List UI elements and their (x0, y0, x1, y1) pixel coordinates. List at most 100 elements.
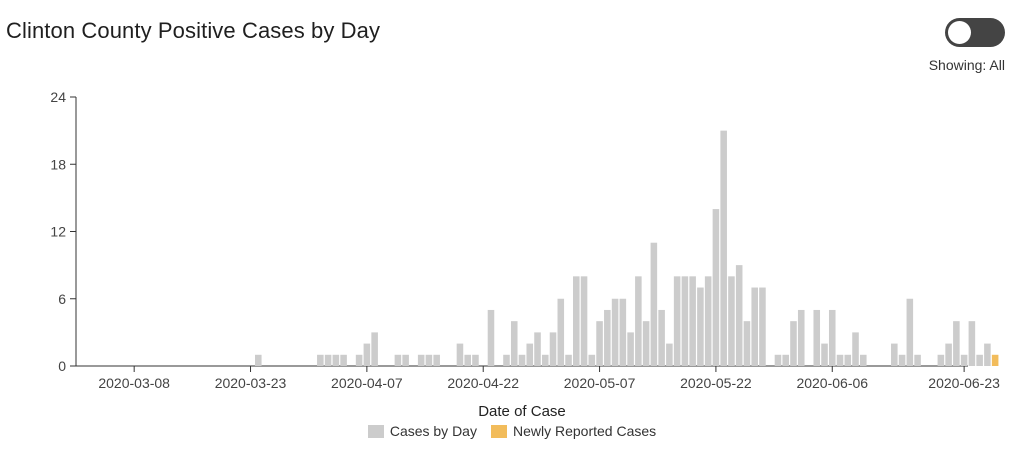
bar-cases-by-day[interactable] (580, 276, 588, 366)
bar-cases-by-day[interactable] (573, 276, 580, 366)
page-title: Clinton County Positive Cases by Day (6, 18, 381, 43)
bar-cases-by-day[interactable] (891, 343, 898, 366)
bars-group (255, 130, 999, 367)
bar-cases-by-day[interactable] (681, 276, 689, 366)
bar-cases-by-day[interactable] (464, 354, 471, 366)
bar-cases-by-day[interactable] (417, 354, 425, 366)
bar-cases-by-day[interactable] (828, 309, 836, 366)
bar-cases-by-day[interactable] (588, 354, 596, 366)
bar-cases-by-day[interactable] (735, 265, 743, 367)
bar-cases-by-day[interactable] (968, 321, 976, 366)
bar-cases-by-day[interactable] (541, 354, 549, 366)
bar-cases-by-day[interactable] (371, 332, 378, 367)
bar-cases-by-day[interactable] (914, 354, 921, 366)
legend-swatch-cases-by-day (367, 424, 384, 438)
bar-cases-by-day[interactable] (658, 309, 665, 366)
x-axis: 2020-03-08 2020-03-23 2020-04-07 2020-04-22… (76, 365, 1000, 391)
x-tick-label: 2020-06-06 (796, 375, 868, 391)
bar-cases-by-day[interactable] (704, 276, 712, 366)
bar-cases-by-day[interactable] (402, 354, 409, 366)
bar-cases-by-day[interactable] (898, 354, 906, 366)
bar-cases-by-day[interactable] (324, 354, 332, 366)
bar-cases-by-day[interactable] (720, 130, 727, 367)
bar-cases-by-day[interactable] (635, 276, 642, 366)
legend-item-cases-by-day[interactable]: Cases by Day (367, 423, 477, 439)
bar-cases-by-day[interactable] (953, 321, 960, 366)
x-axis-label: Date of Case (478, 403, 566, 420)
bar-cases-by-day[interactable] (960, 354, 968, 366)
bar-cases-by-day[interactable] (456, 343, 464, 366)
bar-cases-by-day[interactable] (728, 276, 735, 366)
bar-cases-by-day[interactable] (821, 343, 828, 366)
bar-cases-by-day[interactable] (557, 298, 565, 366)
bar-cases-by-day[interactable] (836, 354, 844, 366)
toggle-knob[interactable] (948, 21, 971, 44)
bar-cases-by-day[interactable] (340, 354, 347, 366)
bar-cases-by-day[interactable] (611, 298, 619, 366)
bar-cases-by-day[interactable] (425, 354, 433, 366)
x-tick-label: 2020-04-22 (447, 375, 519, 391)
bar-cases-by-day[interactable] (790, 321, 797, 366)
bar-cases-by-day[interactable] (759, 287, 766, 366)
y-tick-label: 18 (50, 156, 66, 172)
bar-cases-by-day[interactable] (813, 309, 821, 366)
bar-cases-by-day[interactable] (797, 309, 805, 366)
bar-cases-by-day[interactable] (433, 354, 440, 366)
x-tick-label: 2020-06-23 (928, 375, 1000, 391)
bar-cases-by-day[interactable] (774, 354, 782, 366)
legend-swatch-newly-reported (490, 424, 507, 438)
bar-cases-by-day[interactable] (712, 209, 720, 366)
y-tick-label: 0 (58, 358, 66, 374)
y-axis: 0 6 12 18 24 (50, 89, 77, 374)
showing-toggle[interactable] (945, 18, 1005, 47)
bar-cases-by-day[interactable] (976, 354, 983, 366)
bar-cases-by-day[interactable] (619, 298, 627, 366)
bar-cases-by-day[interactable] (751, 287, 758, 366)
bar-cases-by-day[interactable] (844, 354, 852, 366)
x-tick-label: 2020-03-23 (215, 375, 287, 391)
bar-cases-by-day[interactable] (596, 321, 603, 366)
bar-cases-by-day[interactable] (472, 354, 479, 366)
bar-cases-by-day[interactable] (906, 298, 914, 366)
bar-cases-by-day[interactable] (627, 332, 634, 367)
bar-cases-by-day[interactable] (255, 354, 262, 366)
bar-cases-by-day[interactable] (937, 354, 945, 366)
legend-label-newly-reported: Newly Reported Cases (512, 423, 657, 439)
y-tick-label: 24 (50, 89, 66, 105)
bar-cases-by-day[interactable] (394, 354, 402, 366)
bar-cases-by-day[interactable] (332, 354, 340, 366)
bar-cases-by-day[interactable] (355, 354, 363, 366)
bar-cases-by-day[interactable] (984, 343, 991, 366)
bar-cases-by-day[interactable] (666, 343, 673, 366)
bar-cases-by-day[interactable] (503, 354, 510, 366)
bar-cases-by-day[interactable] (518, 354, 526, 366)
bar-cases-by-day[interactable] (642, 321, 650, 366)
bar-cases-by-day[interactable] (860, 354, 867, 366)
bar-cases-by-day[interactable] (534, 332, 541, 367)
bar-cases-by-day[interactable] (743, 321, 751, 366)
bar-cases-by-day[interactable] (650, 242, 658, 366)
bar-cases-by-day[interactable] (689, 276, 696, 366)
bar-cases-by-day[interactable] (782, 354, 789, 366)
y-tick-label: 6 (58, 291, 66, 307)
x-tick-label: 2020-05-07 (564, 375, 636, 391)
x-tick-label: 2020-03-08 (98, 375, 170, 391)
bar-cases-by-day[interactable] (945, 343, 952, 366)
bar-cases-by-day[interactable] (673, 276, 681, 366)
x-tick-label: 2020-05-22 (680, 375, 752, 391)
legend-label-cases-by-day: Cases by Day (389, 423, 477, 439)
bar-cases-by-day[interactable] (487, 309, 495, 366)
bar-cases-by-day[interactable] (697, 287, 704, 366)
bar-cases-by-day[interactable] (604, 309, 611, 366)
bar-cases-by-day[interactable] (363, 343, 371, 366)
bar-cases-by-day[interactable] (852, 332, 859, 367)
bar-cases-by-day[interactable] (510, 321, 518, 366)
showing-status: Showing: All (928, 57, 1005, 73)
bar-cases-by-day[interactable] (565, 354, 572, 366)
legend-item-newly-reported[interactable]: Newly Reported Cases (490, 423, 657, 439)
bar-cases-by-day[interactable] (549, 332, 557, 367)
bar-cases-by-day[interactable] (317, 354, 324, 366)
bar-newly-reported[interactable] (991, 354, 999, 366)
bar-cases-by-day[interactable] (526, 343, 534, 366)
